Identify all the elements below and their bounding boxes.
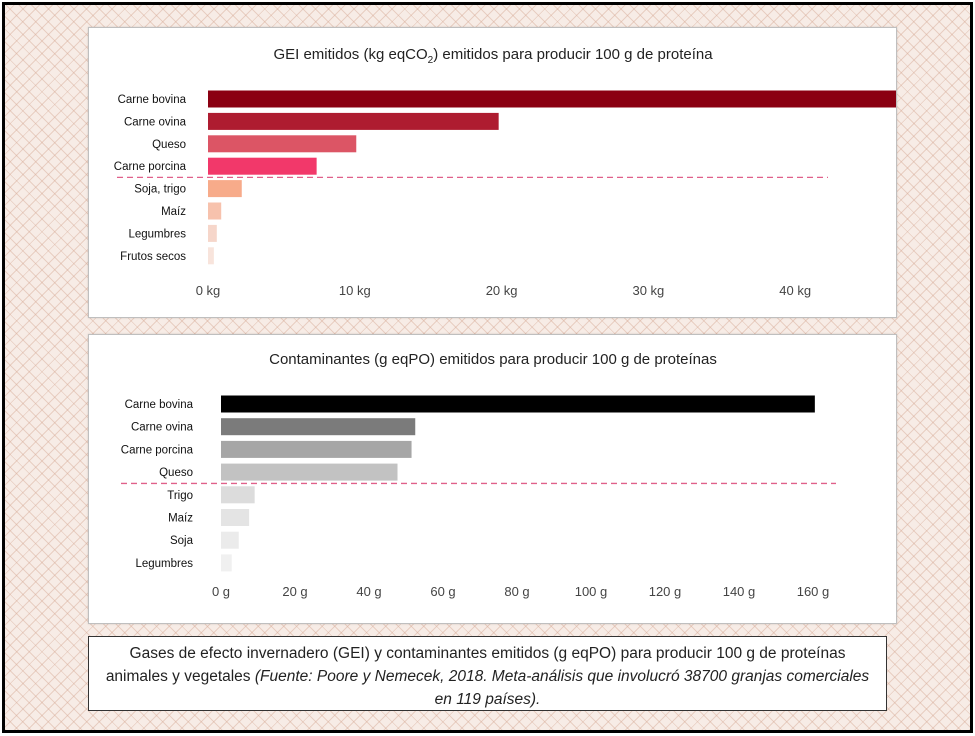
gei-bar-chart: GEI emitidos (kg eqCO2) emitidos para pr… xyxy=(114,46,896,298)
category-label: Queso xyxy=(159,467,193,479)
bar-trigo xyxy=(221,486,255,504)
axis-tick-label: 100 g xyxy=(575,584,608,599)
category-label: Carne ovina xyxy=(124,116,187,128)
figure-caption: Gases de efecto invernadero (GEI) y cont… xyxy=(88,636,887,711)
axis-tick-label: 160 g xyxy=(797,584,830,599)
caption-source: (Fuente: Poore y Nemecek, 2018. Meta-aná… xyxy=(254,668,870,708)
category-label: Soja, trigo xyxy=(134,184,186,196)
bar-carne-ovina xyxy=(221,418,416,436)
gei-chart-panel: GEI emitidos (kg eqCO2) emitidos para pr… xyxy=(88,27,897,318)
bar-carne-bovina xyxy=(208,90,896,108)
bar-ma-z xyxy=(208,202,222,220)
contaminants-bar-chart: Contaminantes (g eqPO) emitidos para pro… xyxy=(121,351,836,599)
category-label: Frutos secos xyxy=(120,251,186,263)
bar-carne-porcina xyxy=(208,157,317,175)
contaminants-chart-title: Contaminantes (g eqPO) emitidos para pro… xyxy=(269,351,717,368)
axis-tick-label: 80 g xyxy=(504,584,529,599)
bar-carne-bovina xyxy=(221,395,815,413)
axis-tick-label: 20 g xyxy=(282,584,307,599)
axis-tick-label: 10 kg xyxy=(339,283,371,298)
category-label: Queso xyxy=(152,139,186,151)
axis-tick-label: 40 kg xyxy=(779,283,811,298)
contaminants-chart-panel: Contaminantes (g eqPO) emitidos para pro… xyxy=(88,334,897,624)
axis-tick-label: 120 g xyxy=(649,584,682,599)
category-label: Trigo xyxy=(167,490,193,502)
category-label: Carne bovina xyxy=(125,399,194,411)
category-label: Legumbres xyxy=(135,558,193,570)
axis-tick-label: 40 g xyxy=(356,584,381,599)
category-label: Carne porcina xyxy=(114,161,187,173)
category-label: Carne bovina xyxy=(118,94,187,106)
gei-chart-title: GEI emitidos (kg eqCO2) emitidos para pr… xyxy=(273,46,713,66)
bar-legumbres xyxy=(221,554,232,572)
bar-carne-porcina xyxy=(221,440,412,458)
category-label: Carne ovina xyxy=(131,422,194,434)
caption-main: Gases de efecto invernadero (GEI) y cont… xyxy=(105,645,846,685)
category-label: Maíz xyxy=(161,206,186,218)
axis-tick-label: 0 kg xyxy=(196,283,221,298)
bar-queso xyxy=(208,135,357,153)
axis-tick-label: 0 g xyxy=(212,584,230,599)
bar-ma-z xyxy=(221,509,250,526)
axis-tick-label: 60 g xyxy=(430,584,455,599)
bar-queso xyxy=(221,463,398,481)
bar-soja-trigo xyxy=(208,180,242,198)
axis-tick-label: 20 kg xyxy=(486,283,518,298)
bar-carne-ovina xyxy=(208,112,499,130)
category-label: Legumbres xyxy=(128,228,186,240)
axis-tick-label: 140 g xyxy=(723,584,756,599)
bar-soja xyxy=(221,531,239,549)
category-label: Maíz xyxy=(168,513,193,525)
category-label: Carne porcina xyxy=(121,444,194,456)
category-label: Soja xyxy=(170,535,194,547)
bar-legumbres xyxy=(208,224,217,242)
bar-frutos-secos xyxy=(208,247,214,265)
axis-tick-label: 30 kg xyxy=(632,283,664,298)
